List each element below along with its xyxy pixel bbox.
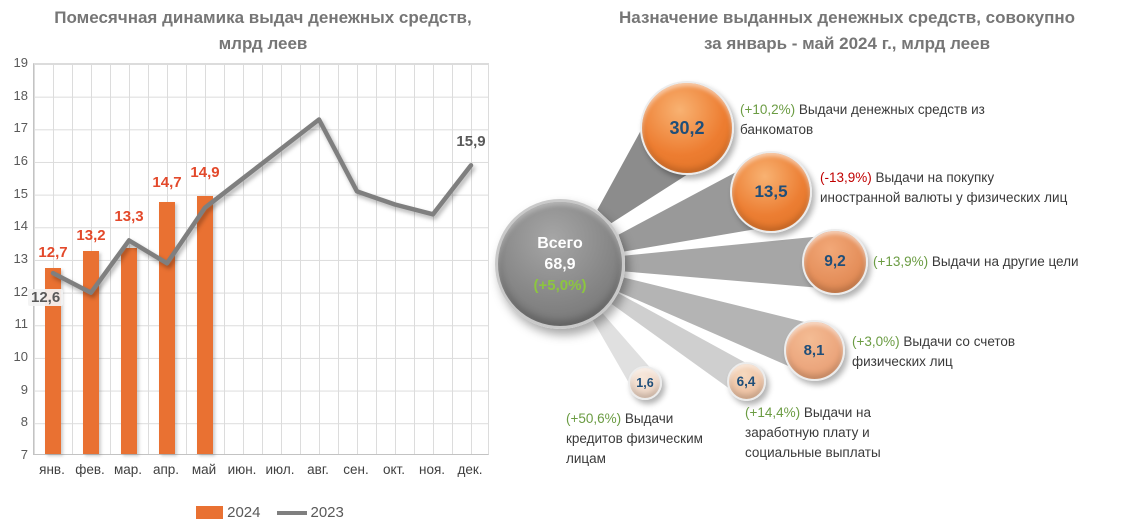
bar-2024-3 [159,202,175,454]
x-tick-10: ноя. [418,462,446,477]
bubble-value-4: 6,4 [736,373,756,389]
bar-2024-1 [83,251,99,454]
total-label: Всего [537,234,583,252]
y-tick-13: 13 [13,251,28,266]
bubble-value-5: 1,6 [636,376,654,390]
y-tick-18: 18 [13,87,28,103]
y-tick-17: 17 [13,120,28,136]
left-chart-title-line2: млрд леев [218,34,308,53]
bar-value-label-2: 13,3 [114,208,144,225]
total-change: (+5,0%) [533,276,587,294]
line-first-point-label: 12,6 [28,289,64,306]
x-tick-6: июл. [265,462,295,477]
x-tick-8: сен. [343,462,369,477]
bubble-value-1: 13,5 [754,182,788,201]
bubble-label-0: (+10,2%) Выдачи денежных средств из банко… [740,102,985,137]
left-chart-title-line1: Помесячная динамика выдач денежных средс… [54,8,472,27]
x-tick-9: окт. [382,462,405,477]
bubble-node-3: 8,1 [783,319,845,381]
bubble-label-1: (-13,9%) Выдачи на покупку иностранной ва… [820,170,1068,205]
bar-value-label-3: 14,7 [152,174,182,191]
legend-label-2023: 2023 [310,504,344,521]
legend-label-2024: 2024 [227,504,261,521]
bar-2024-0 [45,267,61,454]
bubble-node-4: 6,4 [726,361,766,401]
x-tick-11: дек. [457,462,483,477]
left-plot-area: 12,7 13,2 13,3 14,7 14,9 12,6 15,9 [28,63,489,455]
bubble-change-5: (+50,6%) [566,411,622,426]
y-tick-11: 11 [14,316,29,332]
bubble-change-0: (+10,2%) [740,102,796,117]
x-tick-1: фев. [75,462,105,477]
bar-value-label-1: 13,2 [76,227,106,244]
x-tick-3: апр. [152,462,180,477]
line-2023 [50,117,474,295]
y-tick-19: 19 [13,55,28,70]
y-tick-15: 15 [13,185,28,201]
x-tick-2: мар. [113,462,143,477]
bubble-label-2: (+13,9%) Выдачи на другие цели [873,254,1079,269]
line-last-point-label: 15,9 [456,133,486,150]
right-chart-title: Назначение выданных денежных средств, со… [572,5,1122,57]
right-chart-title-line2: за январь - май 2024 г., млрд леев [703,34,991,53]
bubble-label-5: (+50,6%) Выдачи кредитов физическим лицам [566,411,703,466]
bar-2024-4 [197,195,213,454]
bubble-node-5: 1,6 [628,366,662,400]
bubble-label-4: (+14,4%) Выдачи на заработную плату и соци… [745,405,881,460]
bubble-change-2: (+13,9%) [873,254,929,269]
y-tick-7: 7 [20,447,28,462]
bar-value-label-4: 14,9 [190,164,220,181]
bubble-value-0: 30,2 [669,117,705,138]
y-tick-10: 10 [13,349,28,364]
bubble-change-3: (+3,0%) [852,334,900,349]
total-value: 68,9 [544,255,576,273]
y-tick-9: 9 [20,381,28,397]
x-tick-7: авг. [307,462,329,477]
bubble-label-3: (+3,0%) Выдачи со счетов физических лиц [852,334,1016,369]
x-tick-0: янв. [39,462,65,477]
bar-value-label-0: 12,7 [38,244,68,261]
legend-swatch-2023 [276,510,307,515]
y-tick-16: 16 [13,153,28,168]
bubble-node-0: 30,2 [640,81,734,175]
left-legend: 2024 2023 [0,504,540,521]
left-chart-title: Помесячная динамика выдач денежных средс… [8,5,518,57]
y-tick-12: 12 [13,283,28,299]
bubble-change-4: (+14,4%) [745,405,801,420]
bar-2024-2 [121,248,137,454]
bubble-value-2: 9,2 [824,253,846,270]
bubble-change-1: (-13,9%) [820,170,872,185]
x-tick-5: июн. [227,462,257,477]
bubble-node-2: 9,2 [802,229,868,295]
total-bubble: Всего 68,9 (+5,0%) [495,199,625,329]
y-tick-14: 14 [13,218,28,234]
right-chart-title-line1: Назначение выданных денежных средств, со… [619,8,1075,27]
y-tick-8: 8 [20,414,28,430]
wedge-to-bubble-2 [624,235,827,289]
bubble-node-1: 13,5 [730,151,812,233]
bubble-value-3: 8,1 [803,341,825,359]
x-tick-4: май [191,462,217,477]
legend-swatch-2024 [196,506,224,519]
